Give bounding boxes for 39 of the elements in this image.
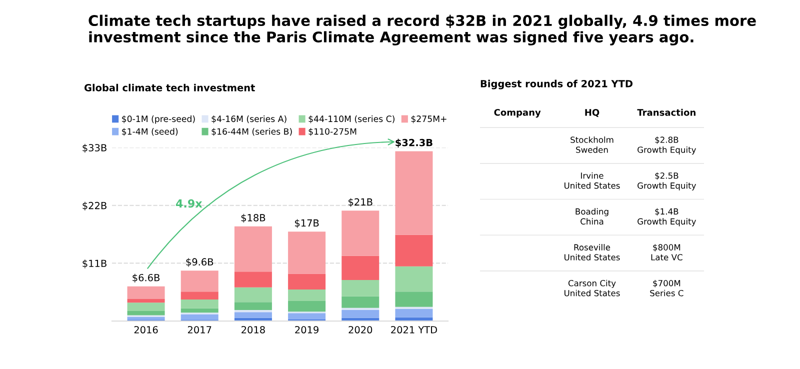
x-tick-label: 2021 YTD xyxy=(391,326,437,334)
x-tick-label: 2017 xyxy=(188,326,212,334)
text: Stockholm Sweden xyxy=(570,136,614,153)
legend-label: $1-4M (seed) xyxy=(122,128,178,136)
x-tick-label: 2020 xyxy=(348,326,372,334)
text: Biggest rounds of 2021 YTD xyxy=(480,80,632,90)
legend-label: $275M+ xyxy=(411,115,446,124)
y-tick-label: $11B xyxy=(82,260,106,268)
total-label: $32.3B xyxy=(396,138,432,148)
legend-label: $110-275M xyxy=(308,128,356,136)
chart-title: Climate tech startups have raised a record $32B in 2021 globally, 4.9 times more investment since the Paris Climate Agreement was signed five years ago. xyxy=(88,14,756,46)
total-label: $6.6B xyxy=(132,274,160,283)
text: Carson City United States xyxy=(564,280,620,296)
total-label: $9.6B xyxy=(186,258,214,267)
legend-label: $44-110M (series C) xyxy=(308,115,394,124)
text: $800M Late VC xyxy=(651,244,682,260)
text: $1.4B Growth Equity xyxy=(638,208,696,226)
text: $2.8B Growth Equity xyxy=(638,136,696,155)
text: $2.5B Growth Equity xyxy=(638,172,696,190)
y-tick-label: $33B xyxy=(82,144,106,153)
total-label: $17B xyxy=(294,219,319,228)
x-tick-label: 2019 xyxy=(295,326,318,334)
annotation: 4.9x xyxy=(176,199,202,208)
text: $700M Series C xyxy=(650,280,684,296)
text: Boading China xyxy=(576,208,608,225)
text: Roseville United States xyxy=(564,244,620,260)
total-label: $18B xyxy=(241,214,266,223)
legend-label: $4-16M (series A) xyxy=(212,115,286,124)
total-label: $21B xyxy=(348,198,372,207)
x-tick-label: 2016 xyxy=(134,326,158,334)
legend-label: $16-44M (series B) xyxy=(212,128,292,136)
text: Company xyxy=(494,108,541,118)
y-tick-label: $22B xyxy=(82,202,106,211)
text: Irvine United States xyxy=(564,172,620,189)
legend-label: $0-1M (pre-seed) xyxy=(122,115,195,124)
text: Transaction xyxy=(637,108,696,116)
chart-subtitle: Global climate tech investment xyxy=(84,84,255,92)
text: HQ xyxy=(585,109,600,118)
x-tick-label: 2018 xyxy=(242,326,265,334)
